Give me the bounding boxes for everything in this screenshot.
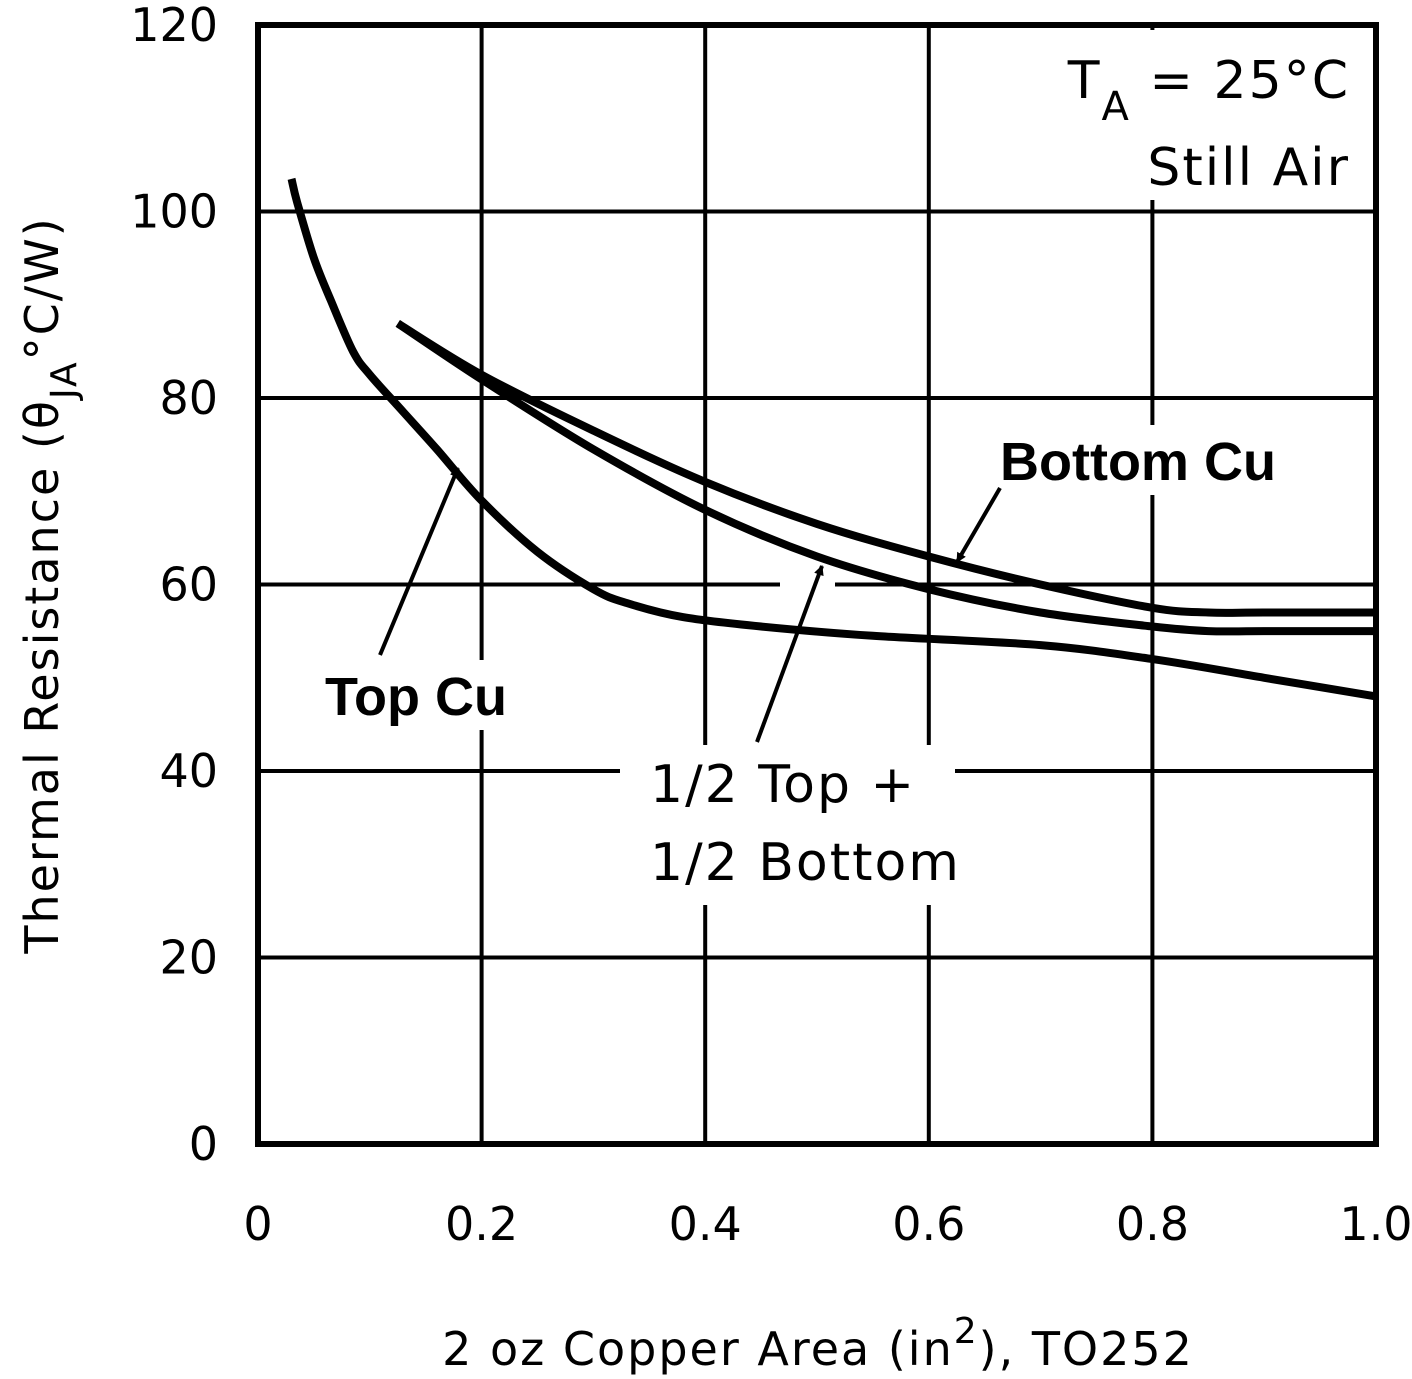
y-tick-label: 120 [130,0,218,52]
half-bottom-label: 1/2 Bottom [650,833,961,893]
x-tick-label: 0.4 [669,1197,742,1251]
y-tick-label: 60 [159,558,218,612]
x-tick-label: 1.0 [1339,1197,1412,1251]
y-axis-label: Thermal Resistance (θJA°C/W) [15,216,85,954]
x-axis-label: 2 oz Copper Area (in2), TO252 [442,1311,1194,1376]
y-tick-label: 0 [189,1117,218,1171]
plot-frame [255,22,1379,1147]
series-bottom-cu [395,319,1376,617]
x-tick-labels: 0 0.2 0.4 0.6 0.8 1.0 [243,1197,1412,1251]
label-knockout-conditions [1030,30,1370,200]
data-curves [287,177,1377,701]
y-tick-label: 40 [159,744,218,798]
y-tick-label: 80 [159,371,218,425]
label-knockout-half-top [620,745,955,905]
label-knockout-top-cu [315,660,535,730]
series-1-2-top-1-2-bottom [395,320,1376,636]
x-tick-label: 0.8 [1116,1197,1189,1251]
half-top-half-bottom-arrow [755,565,824,743]
bottom-cu-arrow [955,486,1002,564]
x-tick-label: 0.6 [892,1197,965,1251]
x-tick-label: 0.2 [445,1197,518,1251]
still-air-condition: Still Air [1147,138,1350,198]
half-top-label: 1/2 Top + [650,755,916,815]
y-tick-labels: 0 20 40 60 80 100 120 [130,0,218,1171]
y-tick-label: 100 [130,185,218,239]
bottom-cu-label: Bottom Cu [1000,432,1276,492]
x-tick-label: 0 [243,1197,272,1251]
top-cu-arrow [378,467,460,656]
top-cu-label: Top Cu [325,667,507,727]
y-tick-label: 20 [159,931,218,985]
label-knockout-bottom-cu [990,425,1300,495]
ta-condition: TA = 25°C [1067,51,1350,130]
series-top-cu [287,177,1377,701]
